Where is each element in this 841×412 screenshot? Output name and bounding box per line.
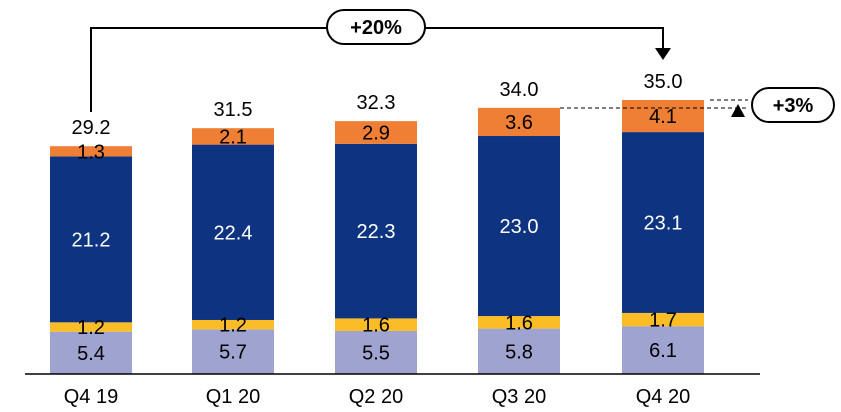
- bar-segment: [478, 136, 560, 317]
- labels-layer: 5.4 1.2 21.2 1.329.2 Q4 19 5.7 1.2 22.4 2.1 31.5 Q…: [64, 71, 690, 408]
- yoy-pill: [326, 9, 426, 45]
- segment-value-label: 22.4: [214, 222, 253, 244]
- segment-value-label: 1.2: [77, 317, 105, 339]
- qoq-text: +3%: [773, 95, 814, 117]
- total-value-label: 29.2: [72, 117, 111, 139]
- yoy-text: +20%: [350, 17, 402, 39]
- qoq-arrowhead-icon: [731, 104, 745, 117]
- total-value-label: 34.0: [500, 79, 539, 101]
- segment-value-label: 2.1: [219, 126, 247, 148]
- category-label: Q1 20: [206, 386, 260, 408]
- category-label: Q2 20: [349, 386, 403, 408]
- qoq-pill: [751, 87, 835, 123]
- total-value-label: 32.3: [357, 92, 396, 114]
- bar-segment: [335, 318, 417, 331]
- segment-value-label: 5.8: [505, 341, 533, 363]
- segment-value-label: 1.2: [219, 315, 247, 337]
- qoq-annotation: +3%: [560, 87, 835, 123]
- bar-segment: [478, 328, 560, 374]
- total-value-label: 35.0: [644, 71, 683, 93]
- bar-segment: [335, 330, 417, 374]
- segment-value-label: 4.1: [649, 106, 677, 128]
- yoy-annotation: +20%: [90, 9, 671, 112]
- segment-value-label: 1.3: [77, 141, 105, 163]
- bar-segment: [335, 143, 417, 319]
- bar-segment: [192, 329, 274, 374]
- bar-segment: [50, 146, 132, 157]
- bar-segment: [622, 326, 704, 374]
- segment-value-label: 5.5: [362, 342, 390, 364]
- bar-segment: [50, 156, 132, 323]
- segment-value-label: 1.7: [649, 310, 677, 332]
- category-label: Q4 19: [64, 386, 118, 408]
- bar-segment: [50, 322, 132, 332]
- bar-segment: [335, 121, 417, 144]
- total-value-label: 31.5: [214, 99, 253, 121]
- bar-segment: [192, 319, 274, 330]
- bar-segment: [192, 144, 274, 320]
- bar-segment: [478, 107, 560, 137]
- yoy-arrowhead-icon: [655, 48, 671, 60]
- segment-value-label: 23.0: [500, 216, 539, 238]
- category-label: Q3 20: [492, 386, 546, 408]
- bar-segment: [622, 312, 704, 327]
- segment-value-label: 23.1: [644, 213, 683, 235]
- segment-value-label: 1.6: [505, 312, 533, 334]
- segment-value-label: 5.7: [219, 342, 247, 364]
- segment-value-label: 22.3: [357, 221, 396, 243]
- bar-segment: [478, 316, 560, 329]
- segment-value-label: 5.4: [77, 343, 105, 365]
- bar-segment: [50, 331, 132, 374]
- bar-segment: [622, 100, 704, 133]
- segment-value-label: 3.6: [505, 112, 533, 134]
- bar-segment: [192, 128, 274, 145]
- segment-value-label: 21.2: [72, 229, 111, 251]
- segment-value-label: 2.9: [362, 122, 390, 144]
- segment-value-label: 6.1: [649, 340, 677, 362]
- bar-segment: [622, 132, 704, 313]
- category-label: Q4 20: [636, 386, 690, 408]
- bars-layer: [50, 100, 704, 374]
- segment-value-label: 1.6: [362, 315, 390, 337]
